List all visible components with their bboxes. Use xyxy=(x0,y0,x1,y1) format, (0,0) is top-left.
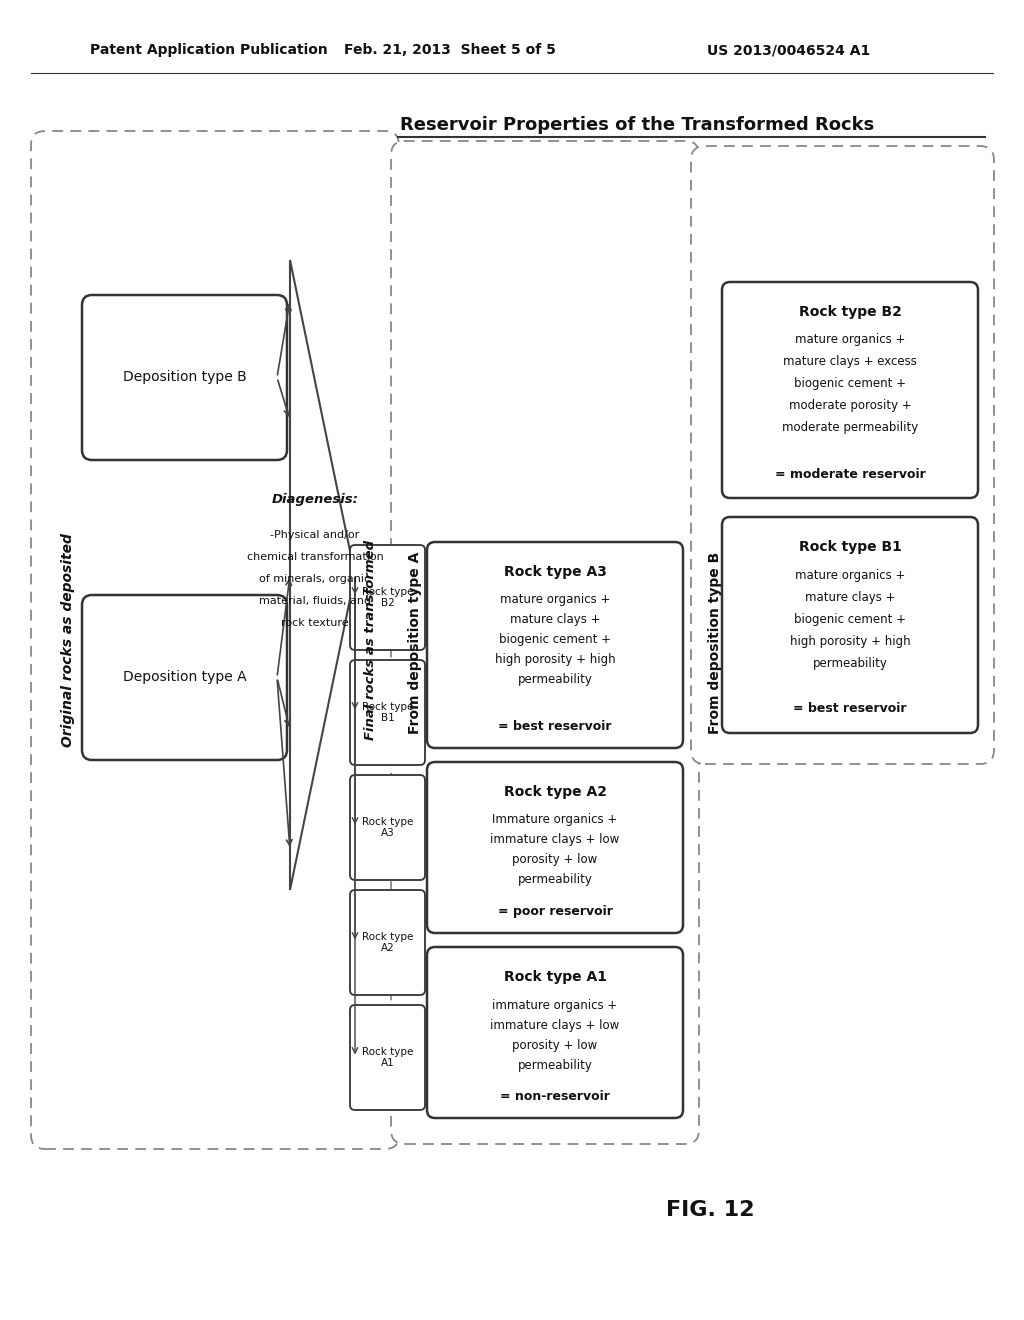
FancyBboxPatch shape xyxy=(722,517,978,733)
Text: permeability: permeability xyxy=(517,1059,593,1072)
Text: Rock type B1: Rock type B1 xyxy=(799,540,901,554)
Text: -Physical and/or: -Physical and/or xyxy=(270,531,359,540)
Text: permeability: permeability xyxy=(517,874,593,887)
Text: Final rocks as transformed: Final rocks as transformed xyxy=(364,540,377,741)
Text: = non-reservoir: = non-reservoir xyxy=(500,1089,610,1102)
Text: Feb. 21, 2013  Sheet 5 of 5: Feb. 21, 2013 Sheet 5 of 5 xyxy=(344,44,556,57)
FancyBboxPatch shape xyxy=(427,762,683,933)
Text: Deposition type A: Deposition type A xyxy=(123,671,247,685)
Text: biogenic cement +: biogenic cement + xyxy=(499,634,611,647)
FancyBboxPatch shape xyxy=(350,660,425,766)
Text: Rock type B2: Rock type B2 xyxy=(799,305,901,319)
Text: Rock type A2: Rock type A2 xyxy=(504,785,606,799)
Text: mature clays +: mature clays + xyxy=(805,590,895,603)
Text: high porosity + high: high porosity + high xyxy=(790,635,910,648)
Text: Patent Application Publication: Patent Application Publication xyxy=(90,44,328,57)
Text: Rock type
A2: Rock type A2 xyxy=(361,932,414,953)
Text: immature clays + low: immature clays + low xyxy=(490,833,620,846)
Text: permeability: permeability xyxy=(517,673,593,686)
Text: permeability: permeability xyxy=(813,656,888,669)
Text: Original rocks as deposited: Original rocks as deposited xyxy=(61,533,75,747)
FancyBboxPatch shape xyxy=(82,595,287,760)
FancyBboxPatch shape xyxy=(427,543,683,748)
Text: Rock type
A3: Rock type A3 xyxy=(361,817,414,838)
FancyBboxPatch shape xyxy=(350,1005,425,1110)
Text: biogenic cement +: biogenic cement + xyxy=(794,612,906,626)
Text: porosity + low: porosity + low xyxy=(512,854,598,866)
Text: Rock type A1: Rock type A1 xyxy=(504,970,606,983)
Text: immature clays + low: immature clays + low xyxy=(490,1019,620,1031)
FancyBboxPatch shape xyxy=(391,141,699,1144)
FancyBboxPatch shape xyxy=(350,890,425,995)
Text: = poor reservoir: = poor reservoir xyxy=(498,904,612,917)
Text: From deposition type B: From deposition type B xyxy=(708,552,722,734)
Text: Rock type
A1: Rock type A1 xyxy=(361,1047,414,1068)
FancyBboxPatch shape xyxy=(691,147,994,764)
Text: porosity + low: porosity + low xyxy=(512,1039,598,1052)
Text: Immature organics +: Immature organics + xyxy=(493,813,617,826)
FancyBboxPatch shape xyxy=(350,775,425,880)
FancyBboxPatch shape xyxy=(350,545,425,649)
Text: Deposition type B: Deposition type B xyxy=(123,371,247,384)
Text: mature organics +: mature organics + xyxy=(795,569,905,582)
Text: mature organics +: mature organics + xyxy=(500,594,610,606)
Text: US 2013/0046524 A1: US 2013/0046524 A1 xyxy=(707,44,870,57)
Text: = best reservoir: = best reservoir xyxy=(794,702,906,715)
FancyBboxPatch shape xyxy=(427,946,683,1118)
Text: mature organics +: mature organics + xyxy=(795,334,905,346)
Text: mature clays + excess: mature clays + excess xyxy=(783,355,916,368)
Text: = best reservoir: = best reservoir xyxy=(499,719,611,733)
Text: rock texture: rock texture xyxy=(282,618,349,628)
Text: mature clays +: mature clays + xyxy=(510,614,600,627)
Text: biogenic cement +: biogenic cement + xyxy=(794,378,906,391)
Text: of minerals, organic: of minerals, organic xyxy=(259,574,371,583)
Text: material, fluids, and: material, fluids, and xyxy=(259,597,371,606)
Text: Rock type
B2: Rock type B2 xyxy=(361,586,414,609)
Text: Reservoir Properties of the Transformed Rocks: Reservoir Properties of the Transformed … xyxy=(400,116,874,135)
Text: Diagenesis:: Diagenesis: xyxy=(271,494,358,507)
Text: moderate porosity +: moderate porosity + xyxy=(788,400,911,412)
Text: = moderate reservoir: = moderate reservoir xyxy=(774,467,926,480)
Polygon shape xyxy=(290,260,355,890)
Text: FIG. 12: FIG. 12 xyxy=(666,1200,755,1220)
Text: moderate permeability: moderate permeability xyxy=(782,421,919,434)
Text: chemical transformation: chemical transformation xyxy=(247,552,383,562)
FancyBboxPatch shape xyxy=(31,131,399,1148)
Text: immature organics +: immature organics + xyxy=(493,998,617,1011)
Text: Rock type A3: Rock type A3 xyxy=(504,565,606,579)
Text: Rock type
B1: Rock type B1 xyxy=(361,702,414,723)
Text: From deposition type A: From deposition type A xyxy=(408,552,422,734)
Text: high porosity + high: high porosity + high xyxy=(495,653,615,667)
FancyBboxPatch shape xyxy=(722,282,978,498)
FancyBboxPatch shape xyxy=(82,294,287,459)
